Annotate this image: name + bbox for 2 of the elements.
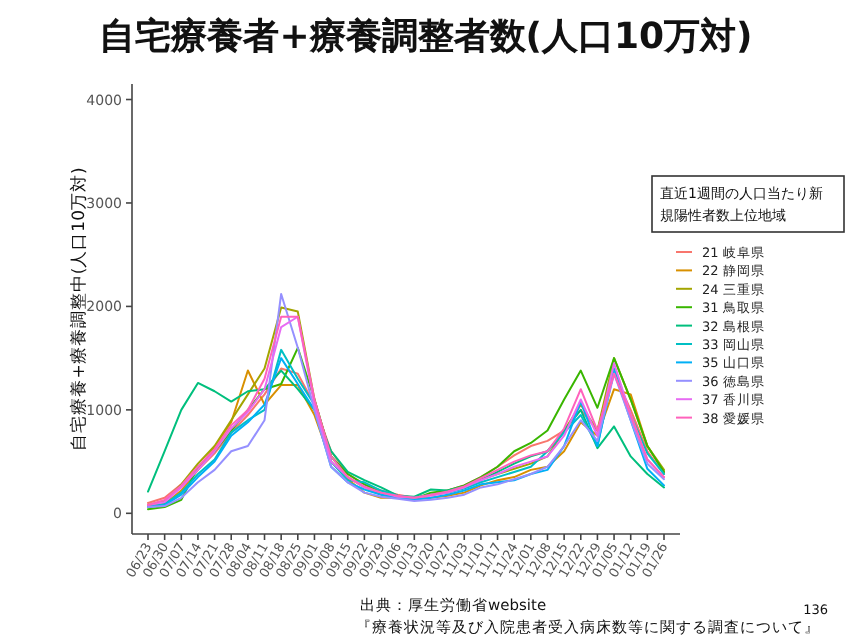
y-axis-title: 自宅療養+療養調整中(人口10万対) [68,167,90,451]
chart-title: 自宅療養者+療養調整者数(人口10万対) [99,16,753,58]
